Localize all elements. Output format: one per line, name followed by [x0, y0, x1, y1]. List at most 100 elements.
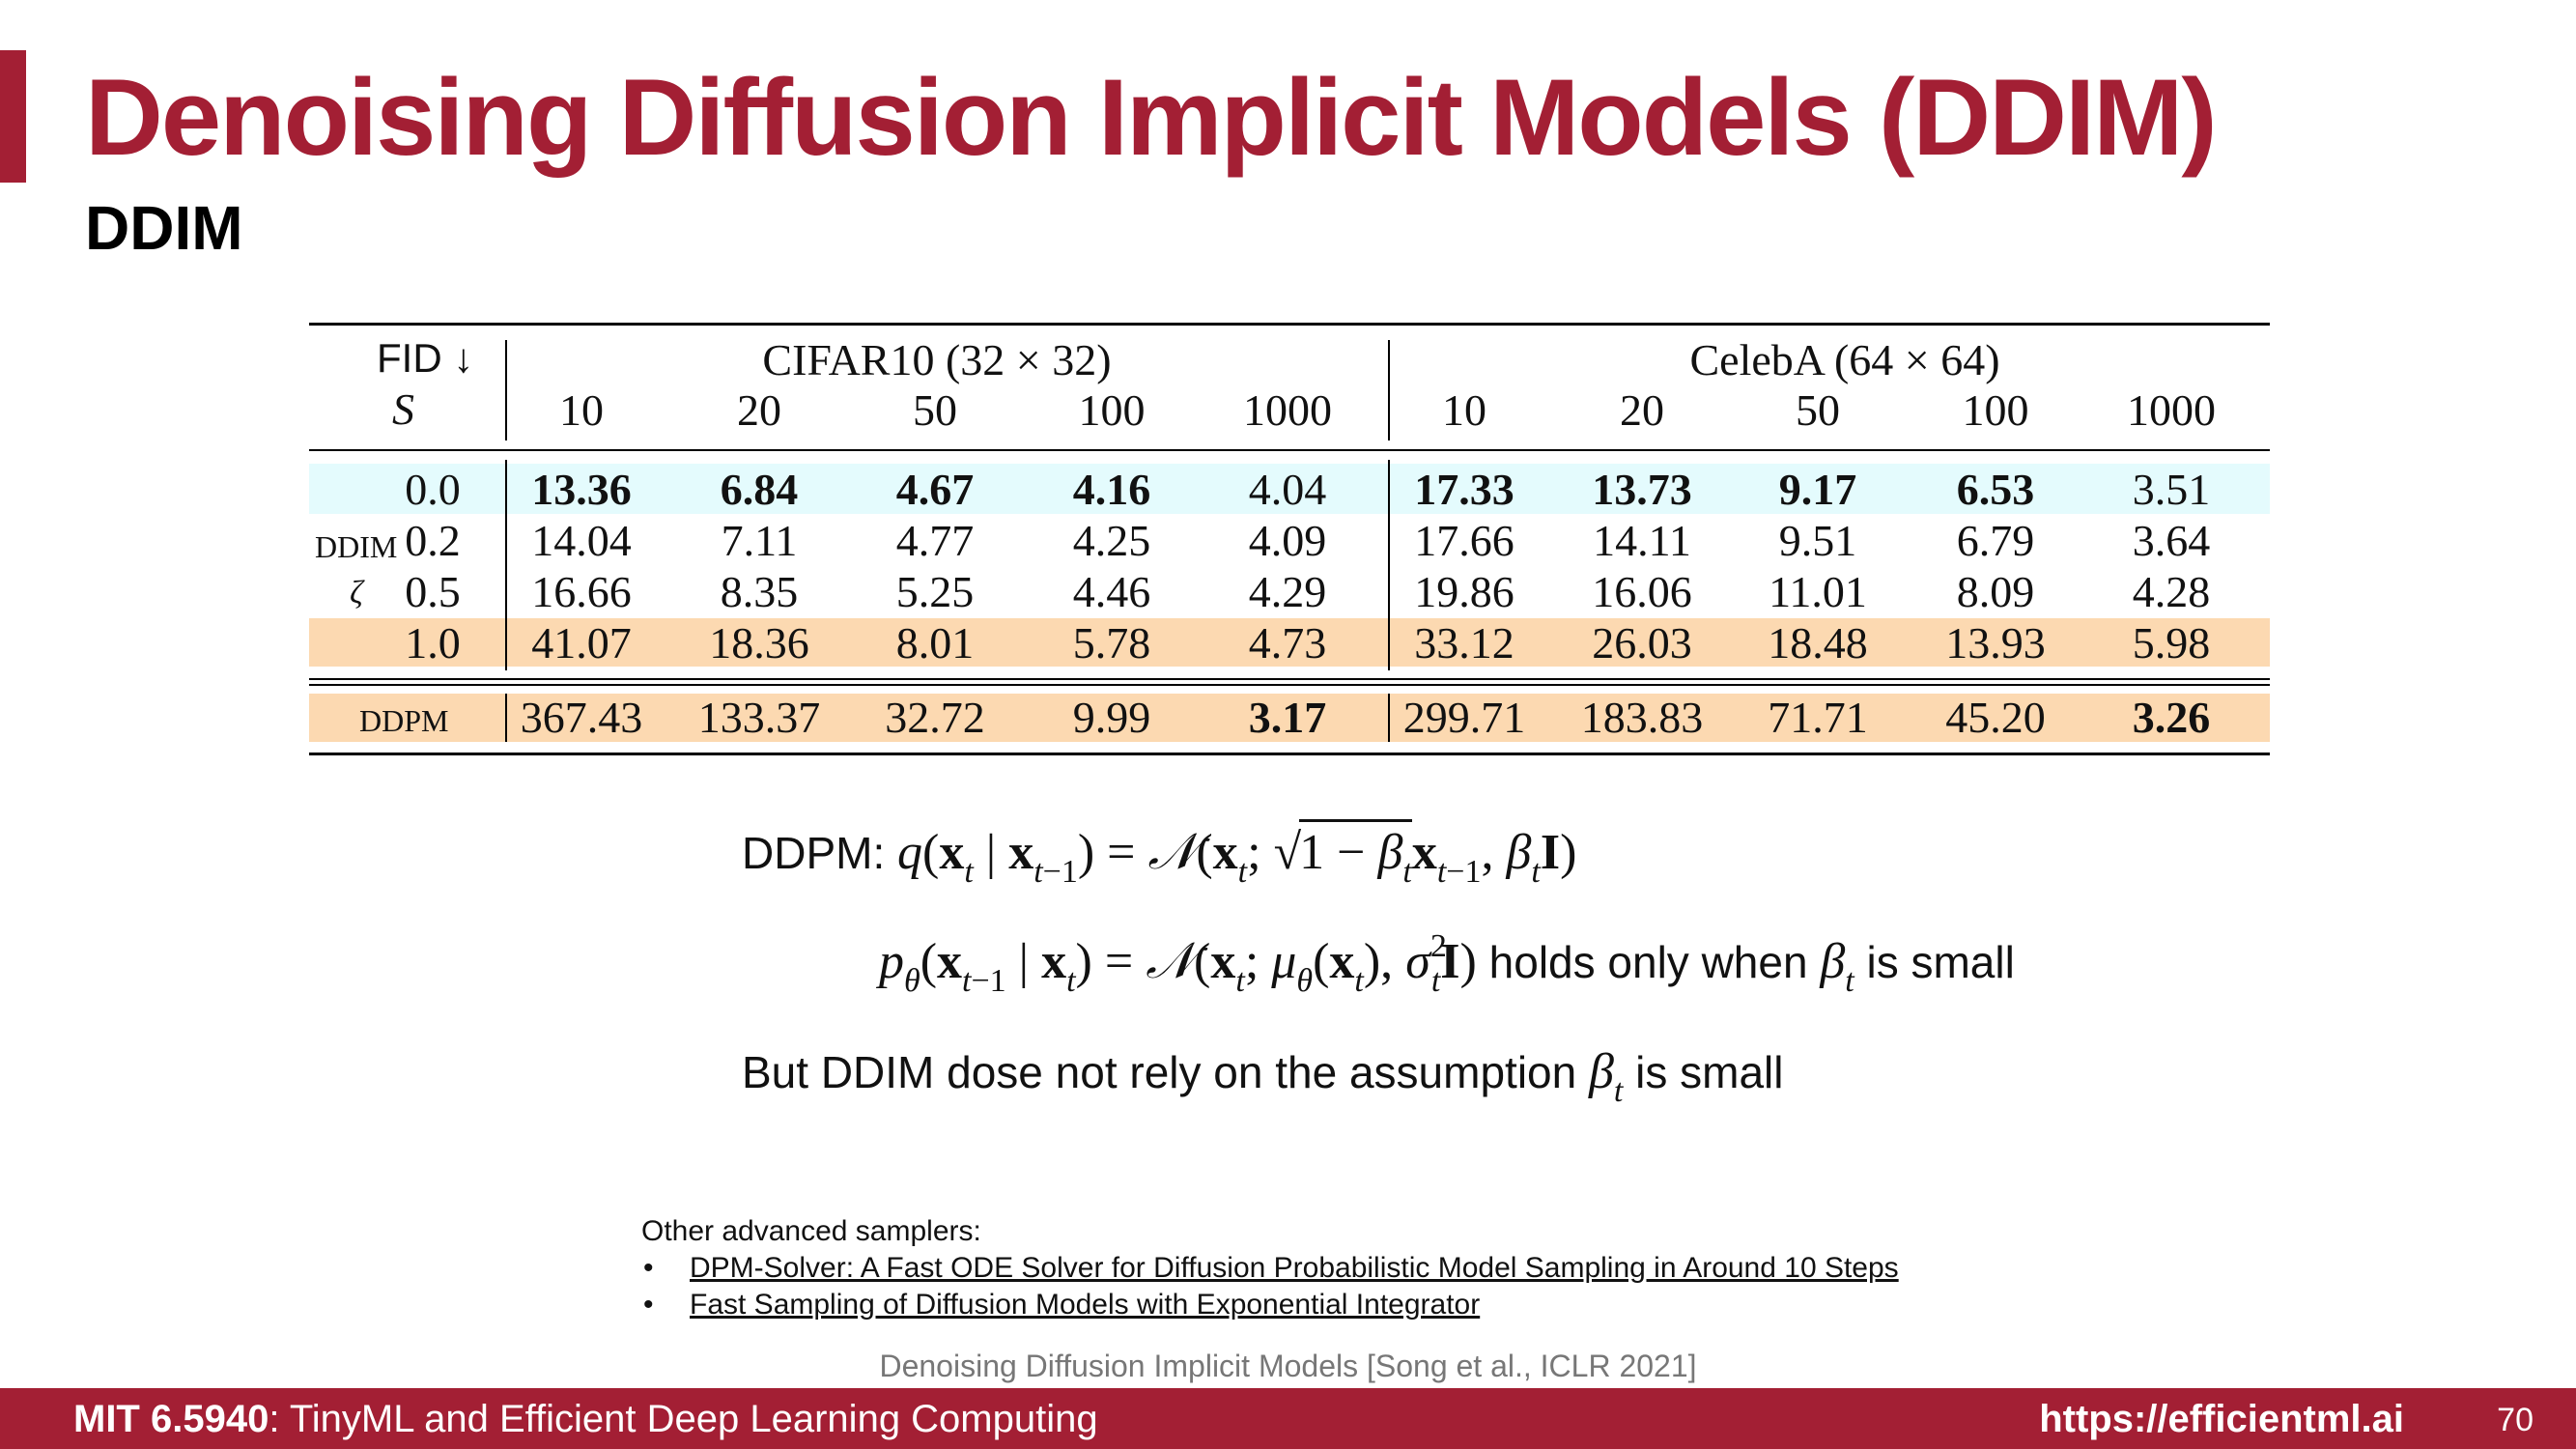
fid-results-table: FID ↓ S CIFAR10 (32 × 32) CelebA (64 × 6…: [309, 323, 2270, 757]
cifar10-group-header: CIFAR10 (32 × 32): [762, 335, 1112, 384]
eta-value: 0.0: [405, 465, 461, 514]
celeba-fid-cell: 9.51: [1778, 516, 1857, 565]
celeba-fid-cell: 17.33: [1414, 465, 1514, 514]
celeba-fid-cell: 6.53: [1956, 465, 2035, 514]
ddpm-forward-formula: DDPM: q(xt | xt−1) = 𝒩(xt; √1 − βtxt−1, …: [742, 819, 1576, 901]
ddpm-celeba-fid-cell: 45.20: [1945, 693, 2046, 742]
label-column-separator: [505, 340, 507, 440]
celeba-fid-cell: 8.09: [1956, 567, 2035, 616]
celeba-fid-cell: 18.48: [1768, 618, 1868, 668]
exponential-integrator-link[interactable]: Fast Sampling of Diffusion Models with E…: [690, 1289, 1481, 1321]
eta-value: 1.0: [405, 618, 461, 668]
course-url[interactable]: https://efficientml.ai: [2039, 1398, 2404, 1440]
dataset-separator-ddpm: [1388, 694, 1390, 742]
cifar-fid-cell: 4.29: [1248, 567, 1327, 616]
cifar-fid-cell: 8.01: [895, 618, 975, 668]
table-header-rule: [309, 449, 2270, 451]
celeba-fid-cell: 14.11: [1593, 516, 1691, 565]
row-highlight-eta-0: [309, 464, 2270, 514]
dataset-separator: [1388, 340, 1390, 440]
cifar-fid-cell: 4.09: [1248, 516, 1327, 565]
step-header-cifar: 100: [1078, 385, 1146, 435]
celeba-fid-cell: 11.01: [1769, 567, 1867, 616]
celeba-fid-cell: 26.03: [1592, 618, 1692, 668]
ddim-note-text: But DDIM dose not rely on the assumption: [742, 1047, 1577, 1097]
ddpm-celeba-fid-cell: 71.71: [1768, 693, 1868, 742]
step-header-cifar: 50: [913, 385, 957, 435]
paper-citation: Denoising Diffusion Implicit Models [Son…: [879, 1349, 1697, 1383]
table-ddpm-rule-2: [309, 684, 2270, 686]
celeba-fid-cell: 3.64: [2132, 516, 2211, 565]
cifar-fid-cell: 6.84: [720, 465, 799, 514]
course-name: : TinyML and Efficient Deep Learning Com…: [269, 1398, 1098, 1440]
ddpm-reverse-formula: pθ(xt−1 | xt) = 𝒩(xt; μθ(xt), σ2tI) hold…: [879, 928, 2015, 999]
step-header-cifar: 10: [559, 385, 604, 435]
list-item: DPM-Solver: A Fast ODE Solver for Diffus…: [641, 1250, 1899, 1287]
other-samplers-heading: Other advanced samplers:: [641, 1215, 981, 1247]
title-accent-bar: [0, 50, 26, 183]
ddim-label: DDIM: [315, 529, 398, 564]
step-header-celeba: 50: [1796, 385, 1840, 435]
dpm-solver-link[interactable]: DPM-Solver: A Fast ODE Solver for Diffus…: [690, 1252, 1899, 1284]
label-column-separator-body: [505, 460, 507, 670]
celeba-fid-cell: 13.73: [1592, 465, 1692, 514]
ddpm-cifar-fid-cell: 367.43: [520, 693, 643, 742]
step-header-cifar: 1000: [1243, 385, 1332, 435]
ddpm-celeba-fid-cell: 299.71: [1402, 693, 1526, 742]
cifar-fid-cell: 7.11: [721, 516, 798, 565]
ddpm-cifar-fid-cell: 3.17: [1248, 693, 1327, 742]
celeba-fid-cell: 6.79: [1956, 516, 2035, 565]
course-info: MIT 6.5940: TinyML and Efficient Deep Le…: [73, 1396, 1098, 1442]
celeba-fid-cell: 4.28: [2132, 567, 2211, 616]
cifar-fid-cell: 4.25: [1072, 516, 1151, 565]
celeba-fid-cell: 13.93: [1945, 618, 2046, 668]
row-highlight-eta-1: [309, 618, 2270, 667]
cifar-fid-cell: 41.07: [531, 618, 632, 668]
step-header-celeba: 1000: [2127, 385, 2216, 435]
ddpm-cifar-fid-cell: 133.37: [697, 693, 821, 742]
ddpm-label: DDPM: [359, 703, 449, 738]
row-highlight-ddpm: [309, 694, 2270, 742]
dataset-separator-body: [1388, 460, 1390, 670]
samplers-link-list: DPM-Solver: A Fast ODE Solver for Diffus…: [641, 1250, 1899, 1323]
eta-symbol: ζ: [350, 575, 363, 611]
ddpm-cifar-fid-cell: 32.72: [885, 693, 985, 742]
eta-value: 0.2: [405, 516, 461, 565]
celeba-fid-cell: 17.66: [1414, 516, 1514, 565]
step-header-cifar: 20: [737, 385, 781, 435]
steps-symbol: S: [392, 384, 414, 434]
cifar-fid-cell: 13.36: [531, 465, 632, 514]
reverse-condition-text: holds only when: [1488, 937, 1808, 987]
cifar-fid-cell: 4.04: [1248, 465, 1327, 514]
celeba-group-header: CelebA (64 × 64): [1689, 335, 2000, 384]
label-column-separator-ddpm: [505, 694, 507, 742]
cifar-fid-cell: 5.25: [895, 567, 975, 616]
celeba-fid-cell: 3.51: [2132, 465, 2211, 514]
slide-subtitle: DDIM: [85, 193, 243, 263]
cifar-fid-cell: 16.66: [531, 567, 632, 616]
footer-bar: MIT 6.5940: TinyML and Efficient Deep Le…: [0, 1388, 2576, 1449]
ddim-note: But DDIM dose not rely on the assumption…: [742, 1044, 1784, 1109]
cifar-fid-cell: 4.46: [1072, 567, 1151, 616]
ddim-note-tail: is small: [1635, 1047, 1784, 1097]
table-bottom-rule: [309, 753, 2270, 755]
reverse-condition-tail: is small: [1866, 937, 2015, 987]
celeba-fid-cell: 33.12: [1414, 618, 1514, 668]
ddpm-prefix: DDPM:: [742, 828, 886, 878]
other-samplers-section: Other advanced samplers: DPM-Solver: A F…: [641, 1213, 1899, 1323]
page-number: 70: [2497, 1402, 2534, 1438]
cifar-fid-cell: 5.78: [1072, 618, 1151, 668]
list-item: Fast Sampling of Diffusion Models with E…: [641, 1287, 1899, 1323]
step-header-celeba: 10: [1442, 385, 1486, 435]
cifar-fid-cell: 4.77: [895, 516, 975, 565]
cifar-fid-cell: 18.36: [709, 618, 809, 668]
celeba-fid-cell: 19.86: [1414, 567, 1514, 616]
table-top-rule: [309, 323, 2270, 326]
cifar-fid-cell: 4.16: [1072, 465, 1151, 514]
celeba-fid-cell: 16.06: [1592, 567, 1692, 616]
course-code: MIT 6.5940: [73, 1398, 269, 1440]
slide-title: Denoising Diffusion Implicit Models (DDI…: [85, 57, 2218, 178]
cifar-fid-cell: 4.73: [1248, 618, 1327, 668]
celeba-fid-cell: 9.17: [1778, 465, 1857, 514]
step-header-celeba: 20: [1620, 385, 1664, 435]
